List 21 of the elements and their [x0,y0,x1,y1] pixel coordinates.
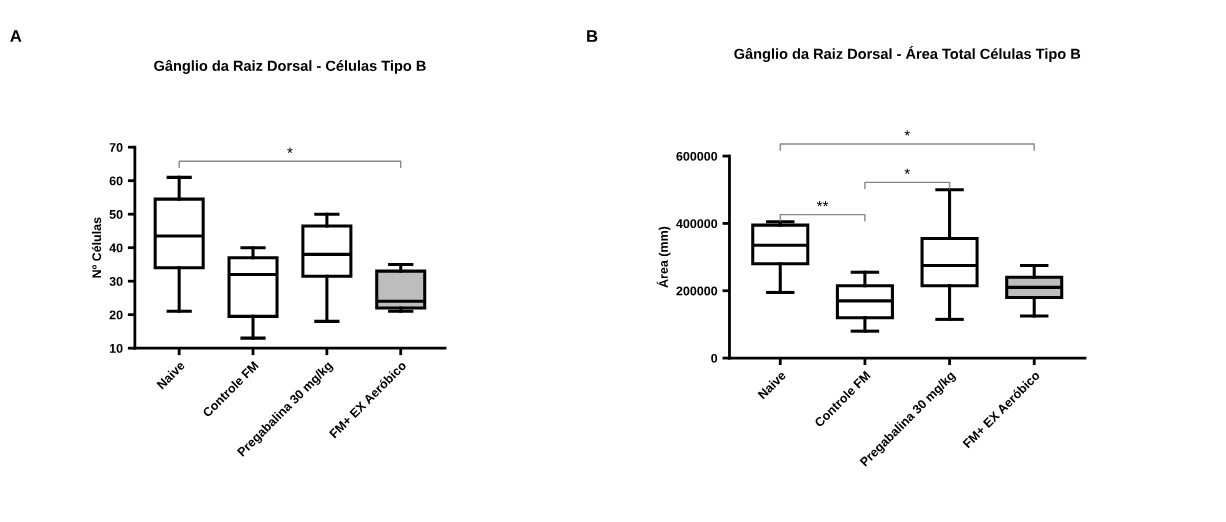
text: A [10,30,22,42]
chart-title: Gânglio da Raiz Dorsal - Área Total Células Tipo B [734,45,1081,62]
y-tick-label: 10 [109,343,123,353]
y-tick-label: 600000 [676,151,718,161]
y-axis-title: Área (mm) [656,226,671,288]
y-tick-label: 70 [109,143,123,152]
annotation: * [904,168,910,175]
annotation: * [287,147,293,153]
chart-title: Gânglio da Raiz Dorsal - Células Tipo B [154,59,426,74]
text: B [587,30,598,42]
text: * [904,130,910,136]
y-axis-title: Nº Células [91,217,102,278]
y-tick-label: 400000 [676,219,718,229]
y-tick-label: 20 [109,310,123,320]
y-tick-label: 30 [109,276,123,286]
y-tick-label: 40 [109,243,123,253]
y-tick-label: 50 [109,209,123,219]
y-tick-label: 200000 [676,286,718,296]
y-tick-label: 60 [109,176,123,186]
annotation: ** [816,200,829,207]
y-tick-label: 0 [711,353,718,363]
